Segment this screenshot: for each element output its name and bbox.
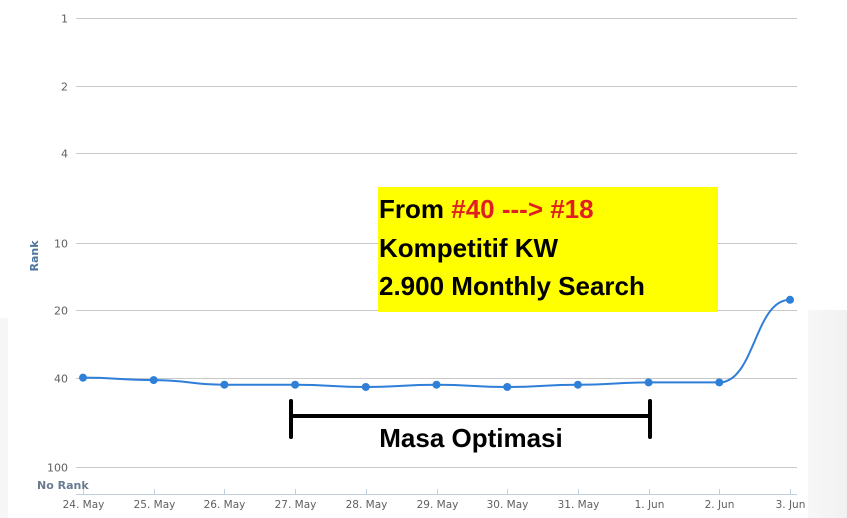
no-rank-label: No Rank bbox=[37, 479, 89, 492]
x-tick-label: 25. May bbox=[134, 499, 176, 511]
series-line bbox=[82, 298, 791, 388]
x-tick-label: 27. May bbox=[275, 499, 317, 511]
annotation-line-3: 2.900 Monthly Search bbox=[379, 271, 645, 301]
x-tick-label: 26. May bbox=[204, 499, 246, 511]
x-tick-label: 3. Jun bbox=[776, 499, 806, 511]
data-point[interactable] bbox=[786, 295, 794, 304]
x-tick-label: 31. May bbox=[558, 499, 600, 511]
series-rank bbox=[79, 295, 794, 391]
y-tick-label: 10 bbox=[54, 238, 68, 251]
annotation-rank-change: #40 ---> #18 bbox=[451, 194, 594, 224]
optimization-bracket bbox=[289, 399, 652, 439]
annotation-from-text: From bbox=[379, 194, 452, 224]
annotation-line-1: From #40 ---> #18 bbox=[379, 190, 718, 229]
x-tick-label: 2. Jun bbox=[705, 499, 735, 511]
y-tick-label: 2 bbox=[61, 81, 68, 94]
x-axis: 24. May 25. May 26. May 27. May 28. May 29. M… bbox=[63, 489, 806, 511]
y-axis-labels: 1 2 4 10 20 40 100 bbox=[47, 13, 68, 475]
data-point[interactable] bbox=[79, 373, 87, 382]
data-point[interactable] bbox=[503, 382, 512, 391]
grid-lines bbox=[76, 18, 797, 468]
y-tick-label: 40 bbox=[54, 373, 68, 386]
data-point[interactable] bbox=[361, 382, 370, 391]
data-point[interactable] bbox=[291, 380, 300, 389]
data-point[interactable] bbox=[573, 380, 582, 389]
x-tick-label: 30. May bbox=[487, 499, 529, 511]
data-point[interactable] bbox=[149, 376, 158, 385]
y-tick-label: 100 bbox=[47, 462, 68, 475]
y-tick-label: 4 bbox=[61, 148, 68, 161]
background-panel-right bbox=[808, 310, 847, 518]
x-tick-label: 29. May bbox=[417, 499, 459, 511]
y-tick-label: 20 bbox=[54, 305, 68, 318]
annotation-box: From #40 ---> #18 Kompetitif KW 2.900 Mo… bbox=[378, 187, 718, 312]
x-tick-label: 28. May bbox=[346, 499, 388, 511]
y-tick-label: 1 bbox=[61, 13, 68, 26]
data-point[interactable] bbox=[644, 378, 653, 387]
bracket-label: Masa Optimasi bbox=[379, 423, 563, 453]
x-tick-label: 1. Jun bbox=[635, 499, 665, 511]
background-panel-left bbox=[0, 318, 8, 518]
annotation-line-2: Kompetitif KW bbox=[379, 232, 559, 263]
data-point[interactable] bbox=[220, 380, 229, 389]
data-point[interactable] bbox=[432, 380, 441, 389]
y-axis-title: Rank bbox=[28, 240, 41, 272]
x-tick-label: 24. May bbox=[63, 499, 105, 511]
data-point[interactable] bbox=[715, 378, 724, 387]
